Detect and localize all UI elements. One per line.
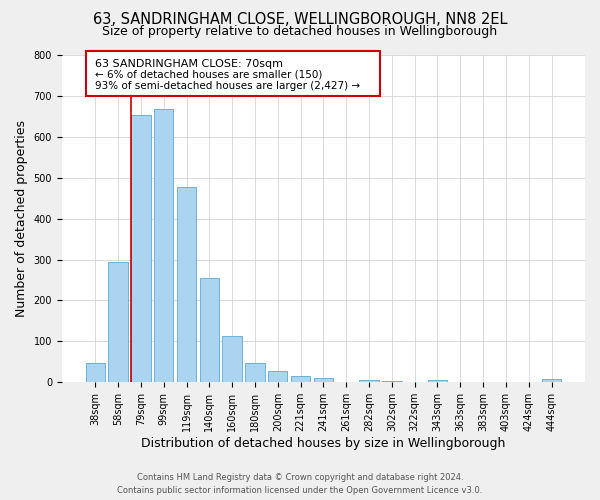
FancyBboxPatch shape [86,50,380,96]
Bar [245,362,265,382]
Y-axis label: Number of detached properties: Number of detached properties [15,120,28,317]
Text: Size of property relative to detached houses in Wellingborough: Size of property relative to detached ho… [103,25,497,38]
Bar [200,278,219,382]
Bar [359,380,379,382]
Bar [382,381,401,382]
Bar [131,116,151,382]
Bar [223,336,242,382]
Text: 63, SANDRINGHAM CLOSE, WELLINGBOROUGH, NN8 2EL: 63, SANDRINGHAM CLOSE, WELLINGBOROUGH, N… [93,12,507,28]
Text: Contains HM Land Registry data © Crown copyright and database right 2024.
Contai: Contains HM Land Registry data © Crown c… [118,474,482,495]
Bar [291,376,310,382]
Text: 63 SANDRINGHAM CLOSE: 70sqm: 63 SANDRINGHAM CLOSE: 70sqm [95,59,283,69]
Bar [177,186,196,382]
Bar [109,262,128,382]
Bar [86,362,105,382]
Bar [268,371,287,382]
Bar [428,380,447,382]
Text: 93% of semi-detached houses are larger (2,427) →: 93% of semi-detached houses are larger (… [95,81,361,91]
X-axis label: Distribution of detached houses by size in Wellingborough: Distribution of detached houses by size … [141,437,506,450]
Bar [154,109,173,382]
Text: ← 6% of detached houses are smaller (150): ← 6% of detached houses are smaller (150… [95,70,323,80]
Bar [314,378,333,382]
Bar [542,380,561,382]
